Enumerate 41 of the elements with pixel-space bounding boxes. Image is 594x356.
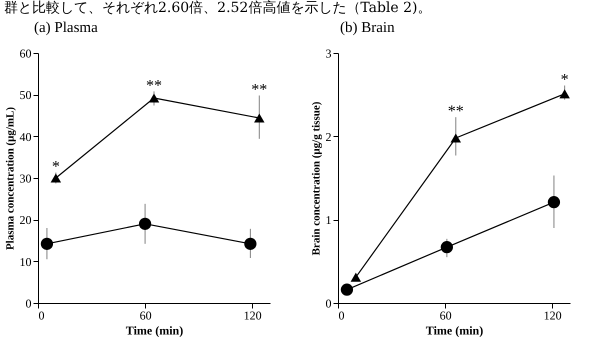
point xyxy=(138,218,152,230)
x-tick-label: 0 xyxy=(338,308,344,322)
y-tick-label: 0 xyxy=(26,296,32,310)
chart-title: (a) Plasma xyxy=(34,20,98,36)
y-axis-title: Plasma concentration (μg/mL) xyxy=(4,106,16,250)
x-tick-label: 120 xyxy=(544,308,562,322)
x-tick-label: 60 xyxy=(140,308,152,322)
text: 群と比較して、それぞれ2.60倍、2.52倍高値を示した（Table 2)。 xyxy=(3,0,432,18)
x-tick-label: 0 xyxy=(38,308,44,322)
point xyxy=(148,93,160,103)
point xyxy=(548,196,560,208)
x-axis-title: Time (min) xyxy=(426,324,484,338)
y-tick-label: 10 xyxy=(20,254,32,269)
point xyxy=(340,284,354,296)
point xyxy=(350,272,362,282)
y-tick-label: 0 xyxy=(326,296,332,310)
point xyxy=(40,238,54,250)
y-tick-label: 60 xyxy=(20,46,32,60)
point xyxy=(450,133,462,143)
point xyxy=(244,238,256,250)
y-tick-label: 30 xyxy=(20,172,32,186)
y-tick-label: 20 xyxy=(20,213,32,228)
y-tick-label: 2 xyxy=(326,130,332,144)
annotation: ** xyxy=(146,77,162,94)
y-tick-label: 40 xyxy=(20,130,32,144)
annotation: * xyxy=(52,158,60,176)
y-tick-label: 1 xyxy=(326,213,332,228)
chart-title: (b) Brain xyxy=(340,20,396,36)
annotation: * xyxy=(560,72,569,88)
point xyxy=(254,113,265,123)
y-axis-title: Brain concentration (μg/g tissue) xyxy=(310,101,322,256)
annotation: ** xyxy=(448,103,464,120)
y-tick-label: 50 xyxy=(20,88,32,102)
x-axis-title: Time (min) xyxy=(126,324,184,338)
y-tick-label: 3 xyxy=(326,46,332,60)
point xyxy=(559,89,570,98)
point xyxy=(50,173,62,183)
x-tick-label: 120 xyxy=(244,308,262,322)
x-tick-label: 60 xyxy=(440,308,452,322)
annotation: ** xyxy=(251,82,268,98)
point xyxy=(440,241,453,254)
